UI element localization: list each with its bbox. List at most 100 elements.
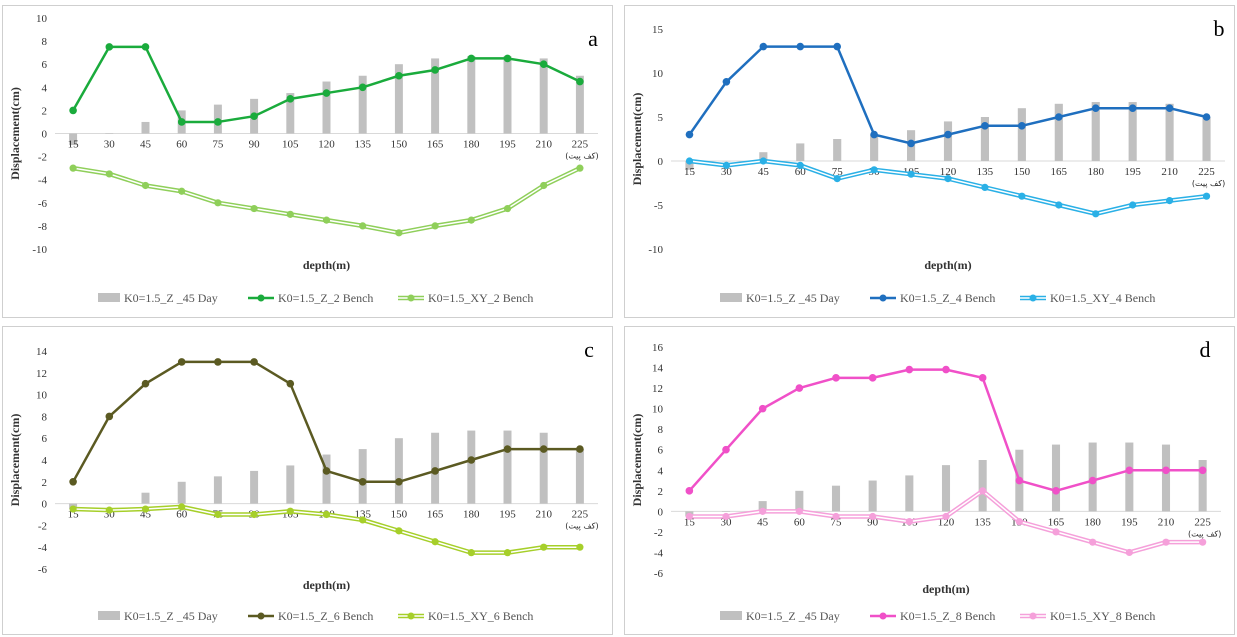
y-tick-label: 6 [42,433,48,445]
y-tick-label: -4 [38,175,48,187]
x-tick-label: 30 [104,509,116,521]
bar [575,449,584,504]
x-tick-label: 195 [499,509,516,521]
series-point-z [795,384,804,392]
x-tick-label: 30 [721,166,733,178]
bar [286,465,295,504]
x-tick-label: 45 [758,166,770,178]
series-point-z [395,71,403,80]
panel-letter: d [1200,337,1211,362]
category-note: (کف پیت) [1188,529,1221,538]
y-tick-label: 2 [42,477,48,489]
bar [503,430,512,504]
y-tick-label: -10 [648,244,663,256]
x-tick-label: 165 [1048,516,1065,528]
series-point-z [981,122,989,130]
legend: K0=1.5_Z _45 Day K0=1.5_Z_6 Bench K0=1.5_X… [98,609,533,623]
series-point-z [503,54,512,63]
series-point-z [978,374,987,382]
series-point-z [685,130,694,139]
series-point-z [1128,104,1137,112]
series-point-z [322,467,331,475]
legend-swatch-bar [720,293,742,302]
x-axis-label: depth(m) [303,258,350,272]
y-tick-label: -6 [654,568,664,580]
x-tick-label: 15 [68,139,80,151]
series-point-xy [467,216,475,224]
x-tick-label: 90 [249,139,261,151]
series-point-xy [69,164,77,172]
legend-label: K0=1.5_Z_8 Bench [900,609,995,623]
x-tick-label: 60 [794,516,806,528]
chart-panel-c: -6-4-20246810121415304560759010512013515… [2,326,613,635]
y-tick-label: 8 [42,411,48,423]
series-point-xy [981,183,989,191]
y-tick-label: -2 [654,527,663,539]
y-tick-label: 10 [36,390,48,402]
x-tick-label: 225 [1198,166,1215,178]
y-tick-label: 10 [652,404,664,416]
series-point-xy [1202,192,1211,200]
x-tick-label: 195 [1124,166,1141,178]
category-note: (کف پیت) [565,522,598,531]
bar [796,143,805,161]
legend: K0=1.5_Z _45 Day K0=1.5_Z_4 Bench K0=1.5_X… [720,291,1155,305]
x-tick-label: 165 [427,139,444,151]
x-tick-label: 45 [140,509,152,521]
y-tick-label: 5 [658,112,664,124]
bar [322,81,331,134]
series-point-xy [69,505,77,513]
bar [177,481,186,504]
bar [467,430,476,504]
x-tick-label: 135 [977,166,994,178]
series-point-z [576,445,584,453]
series-point-z [539,60,548,68]
x-tick-label: 150 [391,509,408,521]
series-point-xy [1015,518,1023,526]
panel-letter: c [584,337,594,362]
bar [980,117,989,161]
series-point-xy [759,507,767,515]
series-point-xy [832,512,840,521]
series-point-z [141,43,150,51]
series-point-xy [1129,201,1137,209]
y-tick-label: 15 [652,24,664,36]
series-point-xy [250,204,258,213]
bar [758,501,767,512]
series-point-xy [105,506,113,514]
series-point-z [868,374,877,382]
series-point-xy [1125,548,1133,557]
bar [1125,442,1134,512]
series-point-xy [214,510,222,519]
series-point-xy [722,161,730,169]
legend-label: K0=1.5_Z_6 Bench [278,609,373,623]
series-point-xy [105,170,113,178]
series-point-xy [869,512,877,521]
series-point-z [759,42,768,51]
y-tick-label: -10 [32,244,47,256]
series-point-xy [576,164,584,172]
series-point-z [1088,476,1097,485]
series-point-xy [905,518,913,526]
series-point-z [942,365,950,374]
series-point-z [395,478,403,486]
category-note: (کف پیت) [565,152,598,161]
bar [1165,103,1174,161]
series-point-xy [907,170,915,178]
bar [539,432,548,504]
y-tick-label: 6 [658,445,664,457]
x-tick-label: 150 [391,139,408,151]
series-point-z [1162,466,1170,475]
series-point-xy [141,505,150,513]
x-tick-label: 120 [940,166,957,178]
series-point-z [722,78,731,86]
bar [1051,444,1061,512]
legend-swatch-marker [407,612,415,620]
series-point-xy [870,166,878,174]
series-point-z [105,43,114,51]
bar [539,58,548,134]
x-axis-label: depth(m) [924,258,971,272]
series-point-xy [141,181,150,190]
series-point-xy [1055,201,1063,209]
series-point-xy [395,527,403,535]
